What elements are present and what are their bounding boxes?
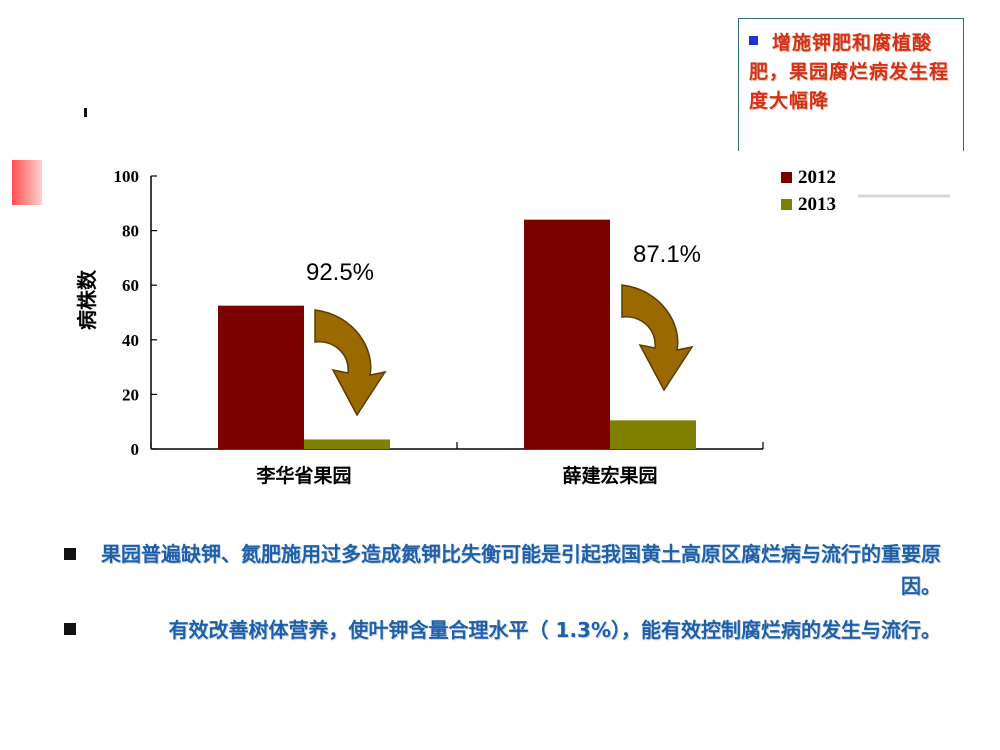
callout-box: 增施钾肥和腐植酸肥，果园腐烂病发生程度大幅降 xyxy=(738,18,964,152)
annotation-label: 87.1% xyxy=(633,241,701,268)
accent-block xyxy=(12,160,42,205)
callout-text-block: 增施钾肥和腐植酸肥，果园腐烂病发生程度大幅降 xyxy=(749,29,955,116)
bullet-square-icon xyxy=(64,623,76,635)
callout-text: 增施钾肥和腐植酸肥，果园腐烂病发生程度大幅降 xyxy=(749,32,950,112)
chart-bars xyxy=(218,219,696,449)
legend-label: 2013 xyxy=(798,194,836,215)
y-tick-label: 80 xyxy=(122,222,139,241)
legend-swatch xyxy=(781,199,792,210)
y-tick-label: 100 xyxy=(114,167,140,186)
annotation-label: 92.5% xyxy=(306,259,374,286)
bar-2013 xyxy=(610,420,696,449)
y-tick-label: 0 xyxy=(131,440,140,459)
bar-2012 xyxy=(524,219,610,449)
bar-2013 xyxy=(304,439,390,449)
chart-legend: 2012 2013 xyxy=(781,167,950,215)
x-category-label: 李华省果园 xyxy=(255,464,351,487)
bar-2012 xyxy=(218,305,304,449)
legend-label: 2012 xyxy=(798,167,836,188)
bullet-square-icon xyxy=(64,548,76,560)
decorative-dot xyxy=(84,108,87,117)
y-axis-label: 病株数 xyxy=(75,269,99,330)
reduction-arrow-icon xyxy=(621,284,694,392)
y-tick-label: 20 xyxy=(122,385,139,404)
callout-bullet-icon xyxy=(749,36,758,45)
bullet-text-1: 果园普遍缺钾、氮肥施用过多造成氮钾比失衡可能是引起我国黄土高原区腐烂病与流行的重… xyxy=(101,542,941,598)
y-tick-label: 40 xyxy=(122,331,139,350)
x-category-label: 薛建宏果园 xyxy=(562,464,657,487)
bullet-text-2: 有效改善树体营养，使叶钾含量合理水平（ 1.3%），能有效控制腐烂病的发生与流行… xyxy=(168,618,941,642)
y-tick-label: 60 xyxy=(122,276,139,295)
reduction-arrow-icon xyxy=(314,309,387,417)
chart-annotations: 92.5% 87.1% xyxy=(306,241,701,417)
callout-clip xyxy=(739,132,963,152)
legend-swatch xyxy=(781,172,792,183)
